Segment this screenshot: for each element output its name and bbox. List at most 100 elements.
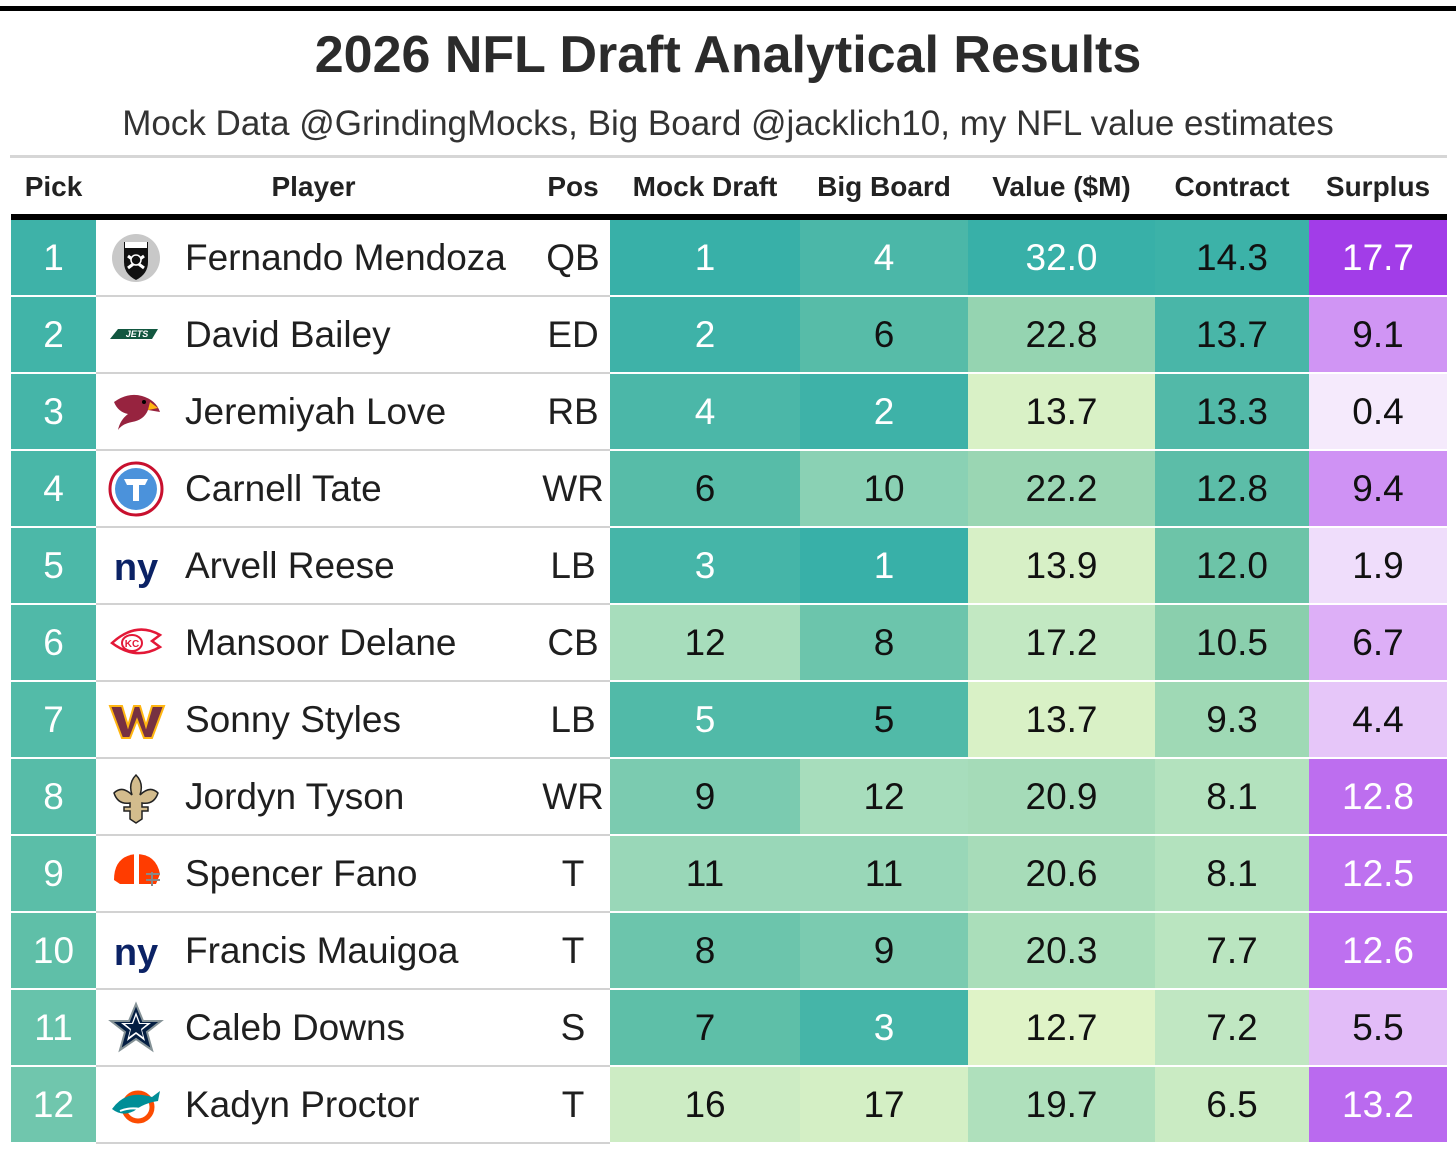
mock-draft-cell: 8 <box>610 912 801 990</box>
raiders-logo-icon <box>106 228 166 288</box>
position-cell: QB <box>536 217 611 297</box>
cardinals-logo-icon <box>106 382 166 442</box>
contract-cell: 8.1 <box>1155 758 1310 836</box>
player-name-cell: Caleb Downs <box>171 989 537 1067</box>
surplus-cell: 17.7 <box>1309 217 1448 297</box>
header-separator <box>10 155 1447 158</box>
col-header-player: Player <box>271 171 356 202</box>
giants-logo-icon: ny <box>106 536 166 596</box>
contract-cell: 13.7 <box>1155 296 1310 374</box>
contract-cell: 6.5 <box>1155 1066 1310 1144</box>
svg-text:ny: ny <box>114 547 158 589</box>
value-cell: 13.7 <box>968 373 1156 451</box>
team-logo-cell <box>96 835 171 913</box>
surplus-cell: 4.4 <box>1309 681 1448 759</box>
mock-draft-cell: 16 <box>610 1066 801 1144</box>
table-row: 9 Spencer Fano T 11 11 20.6 8.1 12.5 <box>11 835 1448 913</box>
value-cell: 20.6 <box>968 835 1156 913</box>
surplus-cell: 9.1 <box>1309 296 1448 374</box>
big-board-cell: 8 <box>800 604 969 682</box>
position-cell: LB <box>536 527 611 605</box>
pick-cell: 11 <box>11 989 96 1067</box>
pick-cell: 10 <box>11 912 96 990</box>
mock-draft-cell: 6 <box>610 450 801 528</box>
team-logo-cell: KC <box>96 604 171 682</box>
cowboys-logo-icon <box>106 998 166 1058</box>
value-cell: 32.0 <box>968 217 1156 297</box>
mock-draft-cell: 11 <box>610 835 801 913</box>
team-logo-cell <box>96 450 171 528</box>
surplus-cell: 12.5 <box>1309 835 1448 913</box>
header-row: Pick Player Pos Mock Draft Big Board Val… <box>11 160 1448 217</box>
table-row: 7 Sonny Styles LB 5 5 13.7 9.3 4.4 <box>11 681 1448 759</box>
team-logo-cell <box>96 217 171 297</box>
titans-logo-icon <box>106 459 166 519</box>
mock-draft-cell: 2 <box>610 296 801 374</box>
giants-logo-icon: ny <box>106 921 166 981</box>
pick-cell: 7 <box>11 681 96 759</box>
surplus-cell: 12.6 <box>1309 912 1448 990</box>
player-name-cell: Arvell Reese <box>171 527 537 605</box>
contract-cell: 9.3 <box>1155 681 1310 759</box>
chart-title: 2026 NFL Draft Analytical Results <box>314 26 1142 84</box>
table-row: 4 Carnell Tate WR 6 10 22.2 12.8 9.4 <box>11 450 1448 528</box>
big-board-cell: 11 <box>800 835 969 913</box>
position-cell: WR <box>536 758 611 836</box>
value-cell: 22.8 <box>968 296 1156 374</box>
contract-cell: 8.1 <box>1155 835 1310 913</box>
mock-draft-cell: 3 <box>610 527 801 605</box>
contract-cell: 10.5 <box>1155 604 1310 682</box>
position-cell: T <box>536 835 611 913</box>
dolphins-logo-icon <box>106 1075 166 1135</box>
col-header-contract: Contract <box>1174 171 1290 202</box>
mock-draft-cell: 5 <box>610 681 801 759</box>
table-row: 2 JETS David Bailey ED 2 6 22.8 13.7 9.1 <box>11 296 1448 374</box>
pick-cell: 12 <box>11 1066 96 1144</box>
table-row: 11 Caleb Downs S 7 3 12.7 7.2 5.5 <box>11 989 1448 1067</box>
contract-cell: 13.3 <box>1155 373 1310 451</box>
pick-cell: 1 <box>11 217 96 297</box>
surplus-cell: 13.2 <box>1309 1066 1448 1144</box>
pick-cell: 9 <box>11 835 96 913</box>
commanders-logo-icon <box>106 690 166 750</box>
mock-draft-cell: 9 <box>610 758 801 836</box>
contract-cell: 7.2 <box>1155 989 1310 1067</box>
draft-table: Pick Player Pos Mock Draft Big Board Val… <box>11 160 1448 1144</box>
pick-cell: 6 <box>11 604 96 682</box>
contract-cell: 14.3 <box>1155 217 1310 297</box>
table-row: 8 Jordyn Tyson WR 9 12 20.9 8.1 12.8 <box>11 758 1448 836</box>
player-name-cell: Jordyn Tyson <box>171 758 537 836</box>
table-row: 6 KC Mansoor Delane CB 12 8 17.2 10.5 6.7 <box>11 604 1448 682</box>
contract-cell: 12.0 <box>1155 527 1310 605</box>
player-name-cell: Mansoor Delane <box>171 604 537 682</box>
chart-subtitle: Mock Data @GrindingMocks, Big Board @jac… <box>122 104 1334 143</box>
pick-cell: 5 <box>11 527 96 605</box>
value-cell: 17.2 <box>968 604 1156 682</box>
player-name-cell: Jeremiyah Love <box>171 373 537 451</box>
chiefs-logo-icon: KC <box>106 613 166 673</box>
browns-logo-icon <box>106 844 166 904</box>
player-name-cell: Fernando Mendoza <box>171 217 537 297</box>
svg-text:JETS: JETS <box>126 329 149 339</box>
table-row: 1 Fernando Mendoza QB 1 4 32.0 14.3 17.7 <box>11 217 1448 297</box>
pick-cell: 2 <box>11 296 96 374</box>
team-logo-cell: ny <box>96 912 171 990</box>
value-cell: 13.9 <box>968 527 1156 605</box>
big-board-cell: 2 <box>800 373 969 451</box>
value-cell: 13.7 <box>968 681 1156 759</box>
team-logo-cell <box>96 373 171 451</box>
col-header-big-board: Big Board <box>817 171 951 202</box>
mock-draft-cell: 4 <box>610 373 801 451</box>
col-header-pick: Pick <box>24 171 83 202</box>
surplus-cell: 0.4 <box>1309 373 1448 451</box>
big-board-cell: 10 <box>800 450 969 528</box>
player-name-cell: Kadyn Proctor <box>171 1066 537 1144</box>
table-row: 10 ny Francis Mauigoa T 8 9 20.3 7.7 12.6 <box>11 912 1448 990</box>
team-logo-cell: JETS <box>96 296 171 374</box>
big-board-cell: 6 <box>800 296 969 374</box>
position-cell: T <box>536 1066 611 1144</box>
position-cell: ED <box>536 296 611 374</box>
big-board-cell: 1 <box>800 527 969 605</box>
position-cell: S <box>536 989 611 1067</box>
big-board-cell: 4 <box>800 217 969 297</box>
